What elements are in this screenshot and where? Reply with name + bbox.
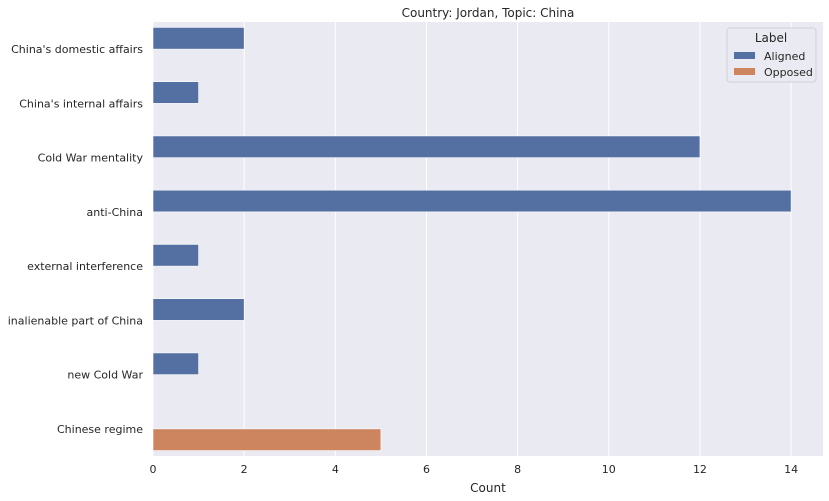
y-tick-labels: China's domestic affairs China's internal…: [8, 43, 144, 436]
gridlines: [152, 22, 792, 456]
x-tick-label: 0: [150, 463, 157, 476]
bars: [152, 27, 792, 451]
y-tick-label: new Cold War: [67, 369, 143, 382]
y-tick-label: anti-China: [87, 206, 143, 219]
bar-aligned: [152, 27, 245, 50]
legend-label-aligned: Aligned: [764, 50, 805, 63]
x-tick-label: 12: [693, 463, 707, 476]
bar-aligned: [152, 81, 199, 104]
bar-aligned: [152, 244, 199, 267]
y-tick-label: external interference: [27, 260, 143, 273]
bar-opposed: [152, 428, 382, 451]
plot-area: [153, 22, 823, 456]
bar-aligned: [152, 298, 245, 321]
chart-title: Country: Jordan, Topic: China: [402, 6, 575, 20]
legend-label-opposed: Opposed: [764, 66, 813, 79]
x-tick-label: 4: [332, 463, 339, 476]
y-tick-label: inalienable part of China: [8, 314, 143, 327]
y-tick-label: China's internal affairs: [19, 97, 143, 110]
legend-swatch-opposed: [734, 68, 755, 75]
x-tick-label: 6: [423, 463, 430, 476]
y-tick-label: Cold War mentality: [38, 152, 144, 165]
y-tick-label: China's domestic affairs: [11, 43, 143, 56]
x-tick-label: 2: [241, 463, 248, 476]
x-tick-label: 8: [514, 463, 521, 476]
bar-aligned: [152, 189, 792, 213]
x-tick-labels: 0 2 4 6 8 10 12 14: [150, 463, 799, 476]
x-tick-label: 14: [784, 463, 798, 476]
legend: Label Aligned Opposed: [726, 27, 817, 83]
y-tick-label: Chinese regime: [57, 423, 143, 436]
legend-title: Label: [755, 31, 787, 45]
x-axis-label: Count: [470, 481, 506, 495]
bar-aligned: [152, 135, 701, 158]
legend-swatch-aligned: [734, 52, 755, 59]
x-tick-label: 10: [602, 463, 616, 476]
bar-aligned: [152, 352, 199, 375]
